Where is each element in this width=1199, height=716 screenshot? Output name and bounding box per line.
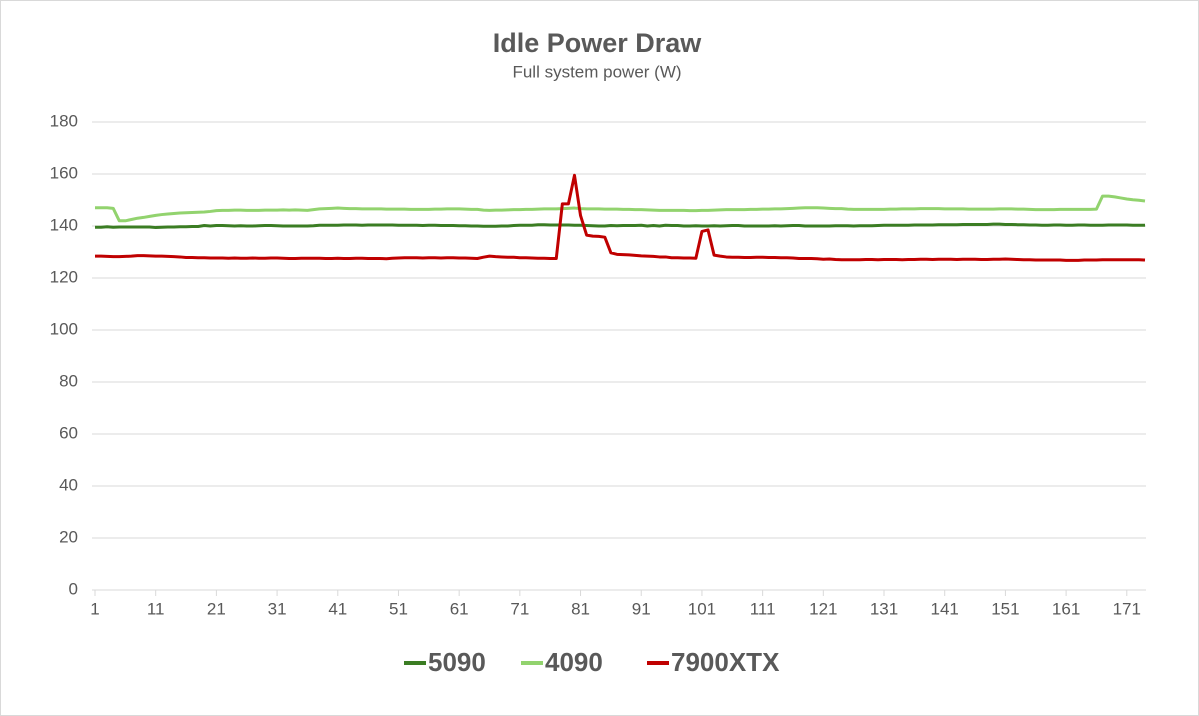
x-tick-label: 101 (688, 599, 716, 618)
x-tick-label: 71 (510, 599, 529, 618)
data-line (95, 173, 1146, 262)
x-tick-label: 1 (90, 599, 99, 618)
y-tick-label: 0 (69, 579, 78, 598)
x-tick-label: 161 (1052, 599, 1080, 618)
x-tick-label: 121 (809, 599, 837, 618)
y-tick-label: 160 (50, 163, 78, 182)
x-tick-label: 51 (389, 599, 408, 618)
x-tick-label: 171 (1113, 599, 1141, 618)
data-line (95, 194, 1146, 223)
y-tick-label: 180 (50, 111, 78, 130)
x-tick-label: 41 (328, 599, 347, 618)
y-tick-label: 80 (59, 371, 78, 390)
chart-subtitle: Full system power (W) (512, 62, 681, 81)
y-tick-label: 60 (59, 423, 78, 442)
legend-label: 5090 (428, 647, 486, 677)
legend-label: 7900XTX (671, 647, 780, 677)
x-tick-label: 91 (632, 599, 651, 618)
legend-label: 4090 (545, 647, 603, 677)
x-tick-label: 11 (147, 599, 165, 618)
x-tick-label: 61 (450, 599, 469, 618)
y-tick-label: 40 (59, 475, 78, 494)
y-tick-label: 120 (50, 267, 78, 286)
data-line (95, 222, 1145, 230)
chart-title: Idle Power Draw (493, 28, 703, 58)
y-tick-label: 140 (50, 215, 78, 234)
x-tick-label: 81 (571, 599, 590, 618)
x-tick-label: 31 (268, 599, 287, 618)
y-tick-label: 100 (50, 319, 78, 338)
x-tick-label: 21 (207, 599, 226, 618)
x-tick-label: 111 (750, 599, 776, 618)
y-tick-label: 20 (59, 527, 78, 546)
x-tick-label: 131 (870, 599, 898, 618)
x-tick-label: 141 (931, 599, 959, 618)
x-tick-label: 151 (991, 599, 1019, 618)
